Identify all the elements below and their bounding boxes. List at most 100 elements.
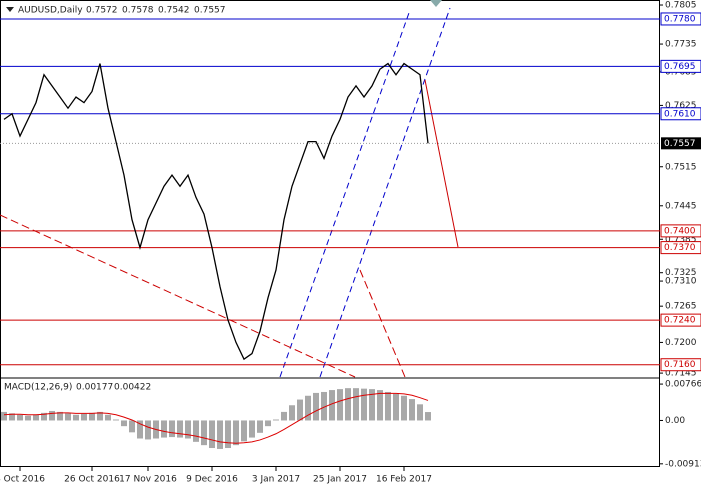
macd-bar	[177, 420, 183, 438]
last-price-label: 0.7557	[664, 139, 696, 149]
macd-bar	[377, 390, 383, 421]
y-tick-label: 0.7200	[665, 338, 697, 348]
macd-bar	[417, 404, 423, 421]
y-tick-label: 0.7310	[665, 277, 697, 287]
plot-frame	[0, 0, 660, 467]
x-tick-label: 16 Feb 2017	[376, 475, 432, 485]
level-tag	[660, 12, 701, 26]
macd-bar	[97, 411, 103, 421]
macd-bar	[121, 420, 127, 427]
level-label: 0.7400	[664, 226, 696, 236]
header-value: 0.7557	[194, 6, 226, 16]
menu-arrow	[6, 7, 14, 12]
macd-bar	[33, 414, 39, 421]
macd-bar	[297, 399, 303, 421]
level-label: 0.7370	[664, 243, 696, 253]
macd-title: MACD(12,26,9)	[4, 383, 72, 393]
macd-bar	[401, 395, 407, 421]
y-tick-label: 0.7735	[665, 40, 697, 50]
shift-marker	[430, 0, 442, 7]
macd-bar	[129, 420, 135, 433]
y-tick-label: -0.00913	[665, 459, 701, 469]
level-label: 0.7240	[664, 316, 696, 326]
price-line	[3, 62, 429, 361]
macd-bar	[145, 420, 151, 440]
x-tick-label: 25 Jan 2017	[313, 475, 367, 485]
level-tag	[660, 241, 701, 255]
macd-bar	[185, 420, 191, 439]
signal-line	[3, 392, 429, 444]
macd-bar	[161, 420, 167, 438]
macd-bar	[281, 411, 287, 421]
y-tick-label: 0.7625	[665, 101, 697, 111]
macd-bar	[337, 389, 343, 421]
macd-bar	[361, 388, 367, 421]
macd-bar	[233, 420, 239, 446]
macd-bar	[17, 414, 23, 421]
macd-bar	[425, 412, 431, 421]
chart-title: AUDUSD,Daily	[18, 6, 83, 16]
y-tick-label: 0.00	[665, 416, 685, 426]
level-tag	[660, 313, 701, 327]
header-value: 0.00422	[114, 383, 151, 393]
macd-bar	[1, 411, 7, 421]
y-tick-label: 0.7385	[665, 235, 697, 245]
macd-bar	[65, 413, 71, 421]
x-tick-label: 9 Dec 2016	[186, 475, 238, 485]
level-label: 0.7695	[664, 62, 696, 72]
macd-bar	[49, 410, 55, 421]
macd-bar	[241, 420, 247, 442]
x-tick-label: 4 Oct 2016	[0, 475, 45, 485]
macd-bar	[409, 399, 415, 421]
macd-bar	[73, 414, 79, 421]
header-value: 0.7572	[86, 6, 118, 16]
macd-bar	[25, 415, 31, 421]
y-tick-label: 0.7265	[665, 302, 697, 312]
header-value: 0.00177	[76, 383, 113, 393]
y-tick-label: 0.7145	[665, 369, 697, 379]
x-tick-label: 3 Jan 2017	[252, 475, 300, 485]
macd-bar	[345, 388, 351, 421]
macd-bar	[113, 419, 119, 421]
macd-bar	[257, 420, 263, 433]
header-value: 0.7542	[158, 6, 190, 16]
level-tag	[660, 107, 701, 121]
level-tag	[660, 358, 701, 372]
macd-bar	[273, 419, 279, 421]
macd-bar	[305, 395, 311, 421]
macd-bar	[321, 391, 327, 421]
level-label: 0.7160	[664, 360, 696, 370]
macd-bar	[353, 388, 359, 421]
macd-bar	[89, 412, 95, 421]
x-tick-label: 26 Oct 2016	[64, 475, 120, 485]
level-tag	[660, 59, 701, 73]
macd-bar	[193, 420, 199, 442]
macd-bar	[57, 411, 63, 421]
macd-bar	[265, 420, 271, 427]
macd-bar	[9, 413, 15, 421]
y-tick-label: 0.7445	[665, 201, 697, 211]
macd-bar	[81, 413, 87, 421]
macd-bar	[369, 389, 375, 421]
macd-bar	[329, 390, 335, 421]
x-tick-label: 17 Nov 2016	[119, 475, 177, 485]
trend-lines	[0, 7, 459, 378]
y-tick-label: 0.7515	[665, 162, 697, 172]
macd-bar	[137, 420, 143, 439]
macd-bar	[41, 412, 47, 421]
level-tag	[660, 224, 701, 238]
macd-bar	[105, 414, 111, 421]
macd-bar	[169, 420, 175, 438]
y-tick-label: 0.7805	[665, 1, 697, 11]
macd-bar	[385, 391, 391, 421]
level-label: 0.7780	[664, 14, 696, 24]
macd-bar	[289, 405, 295, 421]
macd-bar	[225, 420, 231, 449]
header-value: 0.7578	[122, 6, 154, 16]
level-label: 0.7610	[664, 109, 696, 119]
macd-bar	[393, 393, 399, 421]
y-tick-label: 0.7325	[665, 268, 697, 278]
macd-bar	[201, 420, 207, 446]
macd-bar	[313, 392, 319, 421]
